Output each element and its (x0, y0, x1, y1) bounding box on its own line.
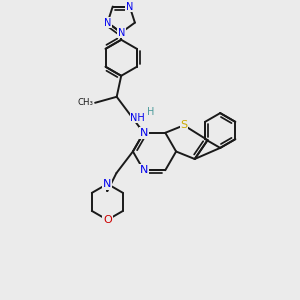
Text: O: O (103, 215, 112, 225)
Text: N: N (103, 179, 112, 189)
Text: N: N (118, 28, 125, 38)
Text: H: H (147, 107, 154, 117)
Text: CH₃: CH₃ (78, 98, 94, 107)
Text: N: N (140, 128, 148, 138)
Text: S: S (180, 120, 188, 130)
Text: NH: NH (130, 113, 145, 123)
Text: N: N (126, 2, 134, 11)
Text: N: N (104, 18, 111, 28)
Text: N: N (140, 165, 148, 175)
